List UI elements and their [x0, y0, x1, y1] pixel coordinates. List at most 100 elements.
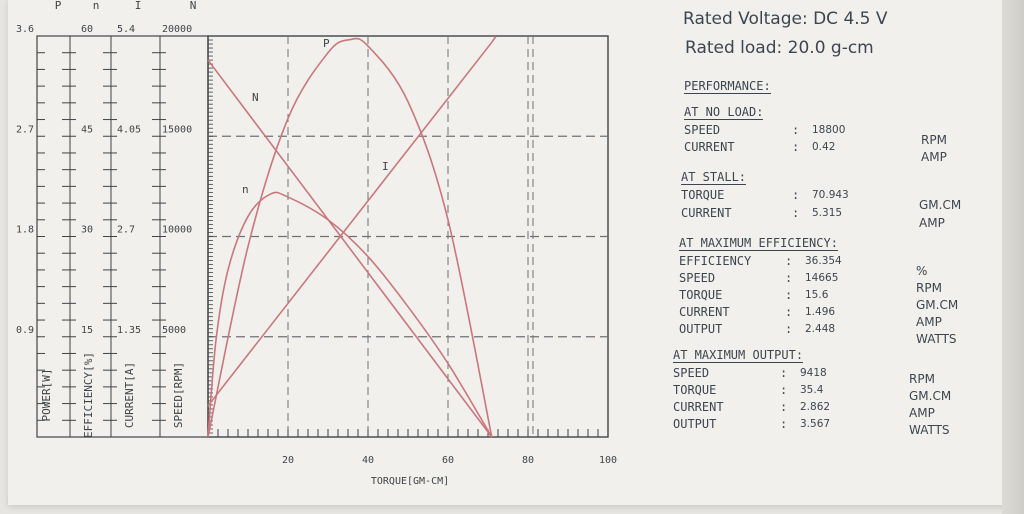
max-efficiency-row-label: EFFICIENCY	[679, 254, 752, 268]
series-n-curve	[207, 191, 493, 438]
y-tick-label: 0.9	[16, 325, 34, 336]
x-tick-label: 80	[522, 455, 534, 466]
series-N-curve	[207, 59, 493, 438]
y-tick-label: 1.35	[117, 325, 141, 336]
max-output-row-value: 9418	[800, 367, 827, 379]
no-load-row-unit: AMP	[921, 150, 947, 164]
colon: :	[780, 417, 788, 431]
max-output-row-label: CURRENT	[673, 400, 724, 414]
stall-row-unit: AMP	[919, 216, 945, 230]
max-output-row-unit: WATTS	[909, 423, 950, 437]
series-N-label: N	[252, 91, 259, 104]
max-efficiency-row-unit: RPM	[916, 281, 942, 295]
x-tick-label: 40	[362, 455, 374, 466]
y-axis-label: EFFICIENCY[%]	[82, 352, 95, 438]
rated-load-value: 20.0 g-cm	[787, 38, 874, 58]
series-I-curve	[207, 41, 493, 407]
max-efficiency-row-unit: GM.CM	[916, 298, 959, 312]
y-tick-label: 15	[81, 325, 93, 336]
paper-sheet	[8, 0, 1008, 505]
max-efficiency-row-value: 14665	[805, 272, 839, 284]
y-axis-symbol: N	[190, 0, 197, 12]
y-tick-label: 1.8	[16, 225, 34, 236]
max-efficiency-row-unit: AMP	[916, 315, 942, 329]
y-tick-label: 2.7	[117, 225, 135, 236]
stall-row-value: 70.943	[812, 189, 849, 201]
x-tick-label: 60	[442, 455, 454, 466]
max-output-row-value: 3.567	[800, 418, 831, 430]
max-output-row-unit: AMP	[909, 406, 935, 420]
colon: :	[780, 400, 788, 414]
no-load-title: AT NO LOAD:	[684, 105, 764, 120]
max-output-row-label: SPEED	[673, 366, 710, 380]
colon: :	[780, 383, 788, 397]
y-tick-label: 10000	[162, 225, 192, 236]
rated-load: Rated load: 20.0 g-cm	[685, 40, 874, 57]
y-tick-label: 2.7	[16, 124, 34, 135]
colon: :	[792, 123, 800, 137]
max-output-row-value: 2.862	[800, 401, 831, 413]
colon: :	[785, 271, 793, 285]
colon: :	[785, 288, 793, 302]
rated-voltage-value: DC 4.5 V	[813, 9, 888, 29]
y-axis-symbol: n	[93, 0, 100, 12]
no-load-row-value: 18800	[812, 124, 846, 136]
series-P-label: P	[323, 37, 330, 50]
colon: :	[792, 140, 800, 154]
stall-row-unit: GM.CM	[919, 198, 962, 212]
max-output-row-value: 35.4	[800, 384, 824, 396]
max-output-title: AT MAXIMUM OUTPUT:	[673, 348, 804, 363]
max-efficiency-row-label: CURRENT	[679, 305, 730, 319]
max-output-row-unit: GM.CM	[909, 389, 952, 403]
stall-row-label: TORQUE	[681, 188, 725, 202]
series-I-label: I	[382, 160, 389, 173]
y-axis-label: SPEED[RPM]	[172, 362, 185, 428]
series-P-curve	[207, 37, 493, 438]
no-load-row-label: CURRENT	[684, 140, 735, 154]
max-efficiency-row-label: OUTPUT	[679, 322, 723, 336]
no-load-row-unit: RPM	[921, 133, 947, 147]
stall-title: AT STALL:	[681, 170, 747, 185]
y-tick-label: 20000	[162, 24, 192, 35]
x-axis-label: TORQUE[GM-CM]	[371, 476, 449, 487]
y-tick-label: 5.4	[117, 24, 135, 35]
y-tick-label: 4.05	[117, 124, 141, 135]
series-I-extension	[491, 35, 497, 43]
y-tick-label: 45	[81, 124, 93, 135]
max-efficiency-row-value: 15.6	[805, 289, 829, 301]
colon: :	[792, 206, 800, 220]
colon: :	[785, 254, 793, 268]
max-efficiency-row-unit: %	[916, 264, 928, 278]
y-axis-symbol: P	[55, 0, 62, 12]
y-axis-symbol: I	[135, 0, 142, 12]
colon: :	[785, 322, 793, 336]
x-tick-label: 100	[599, 455, 617, 466]
max-efficiency-title: AT MAXIMUM EFFICIENCY:	[679, 236, 838, 251]
max-efficiency-row-label: TORQUE	[679, 288, 723, 302]
stall-row-label: CURRENT	[681, 206, 732, 220]
rated-load-label: Rated load:	[685, 38, 783, 58]
y-tick-label: 3.6	[16, 24, 34, 35]
y-tick-label: 30	[81, 225, 93, 236]
colon: :	[792, 188, 800, 202]
performance-title: PERFORMANCE:	[684, 79, 771, 94]
colon: :	[780, 366, 788, 380]
y-axis-label: POWER[W]	[40, 369, 53, 422]
max-output-row-label: TORQUE	[673, 383, 717, 397]
y-axis-label: CURRENT[A]	[123, 362, 136, 428]
max-efficiency-row-label: SPEED	[679, 271, 716, 285]
paper-edge	[1002, 0, 1024, 514]
max-efficiency-row-value: 1.496	[805, 306, 836, 318]
max-output-row-label: OUTPUT	[673, 417, 717, 431]
x-tick-label: 20	[282, 455, 294, 466]
colon: :	[785, 305, 793, 319]
max-efficiency-row-value: 36.354	[805, 255, 842, 267]
stall-row-value: 5.315	[812, 207, 843, 219]
max-efficiency-row-unit: WATTS	[916, 332, 957, 346]
no-load-row-label: SPEED	[684, 123, 721, 137]
max-output-row-unit: RPM	[909, 372, 935, 386]
y-tick-label: 15000	[162, 124, 192, 135]
series-n-label: n	[242, 183, 249, 196]
